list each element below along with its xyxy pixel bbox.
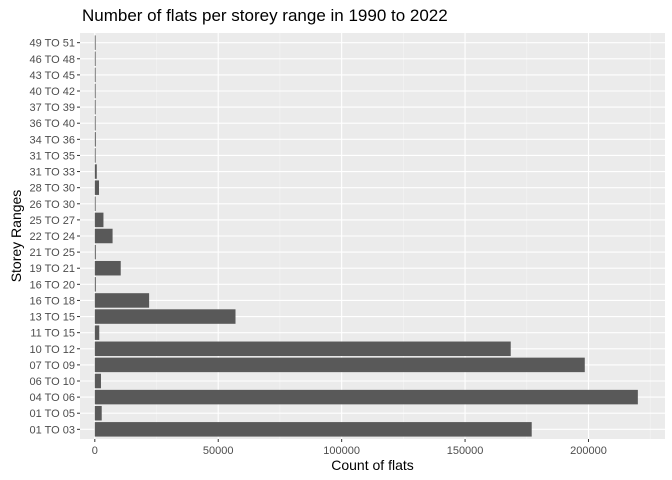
x-tick-label: 150000 xyxy=(447,445,484,457)
bar-22-to-24 xyxy=(94,228,113,244)
bar-06-to-10 xyxy=(94,373,101,389)
bar-21-to-25 xyxy=(94,244,96,260)
bar-36-to-40 xyxy=(94,115,96,131)
y-tick-label: 13 TO 15 xyxy=(30,312,75,324)
y-axis-title: Storey Ranges xyxy=(8,190,24,283)
y-tick-label: 16 TO 18 xyxy=(30,295,75,307)
y-tick-label: 36 TO 40 xyxy=(30,118,75,130)
y-tick-label: 28 TO 30 xyxy=(30,183,75,195)
bar-37-to-39 xyxy=(94,99,96,115)
y-tick-label: 10 TO 12 xyxy=(30,344,75,356)
y-tick-label: 04 TO 06 xyxy=(30,392,75,404)
bar-26-to-30 xyxy=(94,196,96,212)
bar-13-to-15 xyxy=(94,309,236,324)
y-tick-label: 11 TO 15 xyxy=(30,328,75,340)
x-axis-title: Count of flats xyxy=(331,457,414,473)
bar-19-to-21 xyxy=(94,260,121,276)
bar-28-to-30 xyxy=(94,180,100,195)
y-axis-ticks: 01 TO 03 01 TO 05 04 TO 06 06 TO 10 07 TO 09… xyxy=(30,38,80,436)
bar-16-to-20 xyxy=(94,277,96,292)
y-tick-label: 25 TO 27 xyxy=(30,215,75,227)
y-tick-label: 34 TO 36 xyxy=(30,134,75,146)
bar-07-to-09 xyxy=(94,357,585,373)
x-tick-label: 50000 xyxy=(203,445,234,457)
y-tick-label: 16 TO 20 xyxy=(30,279,75,291)
bar-46-to-48 xyxy=(94,51,96,67)
bar-49-to-51 xyxy=(94,35,96,50)
chart-title: Number of flats per storey range in 1990… xyxy=(82,6,448,25)
bars xyxy=(94,35,638,437)
bar-31-to-35 xyxy=(94,148,96,163)
y-tick-label: 01 TO 05 xyxy=(30,408,75,420)
bar-34-to-36 xyxy=(94,132,96,147)
y-tick-label: 49 TO 51 xyxy=(30,38,75,50)
bar-10-to-12 xyxy=(94,341,511,357)
x-tick-label: 200000 xyxy=(570,445,607,457)
bar-01-to-05 xyxy=(94,405,102,421)
y-tick-label: 21 TO 25 xyxy=(30,247,75,259)
y-tick-label: 06 TO 10 xyxy=(30,376,75,388)
y-tick-label: 40 TO 42 xyxy=(30,86,75,98)
y-tick-label: 46 TO 48 xyxy=(30,54,75,66)
x-tick-label: 100000 xyxy=(323,445,360,457)
bar-04-to-06 xyxy=(94,389,638,405)
x-axis-ticks: 0 50000 100000 150000 200000 xyxy=(92,439,607,457)
bar-16-to-18 xyxy=(94,293,150,308)
y-tick-label: 31 TO 35 xyxy=(30,150,75,162)
bar-01-to-03 xyxy=(94,422,532,437)
y-tick-label: 01 TO 03 xyxy=(30,424,75,436)
bar-25-to-27 xyxy=(94,212,104,228)
x-tick-label: 0 xyxy=(92,445,98,457)
y-tick-label: 19 TO 21 xyxy=(30,263,75,275)
bar-31-to-33 xyxy=(94,164,97,179)
bar-40-to-42 xyxy=(94,83,96,99)
y-tick-label: 37 TO 39 xyxy=(30,102,75,114)
bar-11-to-15 xyxy=(94,325,100,340)
y-tick-label: 43 TO 45 xyxy=(30,70,75,82)
bar-43-to-45 xyxy=(94,67,96,83)
y-tick-label: 22 TO 24 xyxy=(30,231,75,243)
y-tick-label: 26 TO 30 xyxy=(30,199,75,211)
y-tick-label: 07 TO 09 xyxy=(30,360,75,372)
y-tick-label: 31 TO 33 xyxy=(30,167,75,179)
